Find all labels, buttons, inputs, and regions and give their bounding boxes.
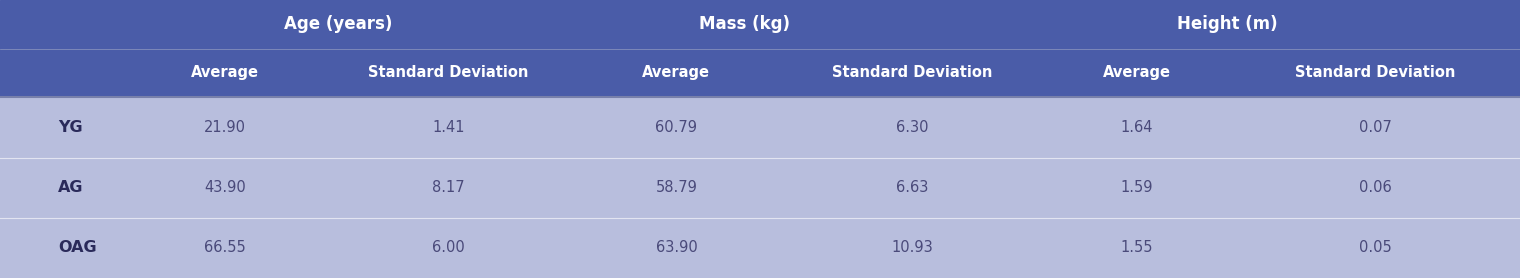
Text: 43.90: 43.90 (204, 180, 246, 195)
Text: 1.55: 1.55 (1120, 240, 1154, 255)
Text: Age (years): Age (years) (284, 15, 392, 33)
Text: 0.07: 0.07 (1359, 120, 1392, 135)
Text: 0.05: 0.05 (1359, 240, 1392, 255)
Text: 6.30: 6.30 (895, 120, 929, 135)
Text: Standard Deviation: Standard Deviation (831, 66, 993, 80)
Text: 66.55: 66.55 (204, 240, 246, 255)
Text: 58.79: 58.79 (655, 180, 698, 195)
Text: 10.93: 10.93 (891, 240, 933, 255)
Text: 0.06: 0.06 (1359, 180, 1392, 195)
Text: Average: Average (643, 66, 710, 80)
Text: 1.64: 1.64 (1120, 120, 1154, 135)
Text: 60.79: 60.79 (655, 120, 698, 135)
Text: 1.41: 1.41 (432, 120, 465, 135)
Text: YG: YG (58, 120, 82, 135)
Text: Mass (kg): Mass (kg) (699, 15, 790, 33)
Text: Standard Deviation: Standard Deviation (368, 66, 529, 80)
Text: 1.59: 1.59 (1120, 180, 1154, 195)
Text: 63.90: 63.90 (655, 240, 698, 255)
Text: Standard Deviation: Standard Deviation (1295, 66, 1456, 80)
Text: 6.63: 6.63 (895, 180, 929, 195)
Text: 21.90: 21.90 (204, 120, 246, 135)
Text: Height (m): Height (m) (1176, 15, 1278, 33)
Text: 8.17: 8.17 (432, 180, 465, 195)
Text: Average: Average (192, 66, 258, 80)
Text: Average: Average (1104, 66, 1170, 80)
Text: OAG: OAG (58, 240, 96, 255)
Text: 6.00: 6.00 (432, 240, 465, 255)
Text: AG: AG (58, 180, 84, 195)
